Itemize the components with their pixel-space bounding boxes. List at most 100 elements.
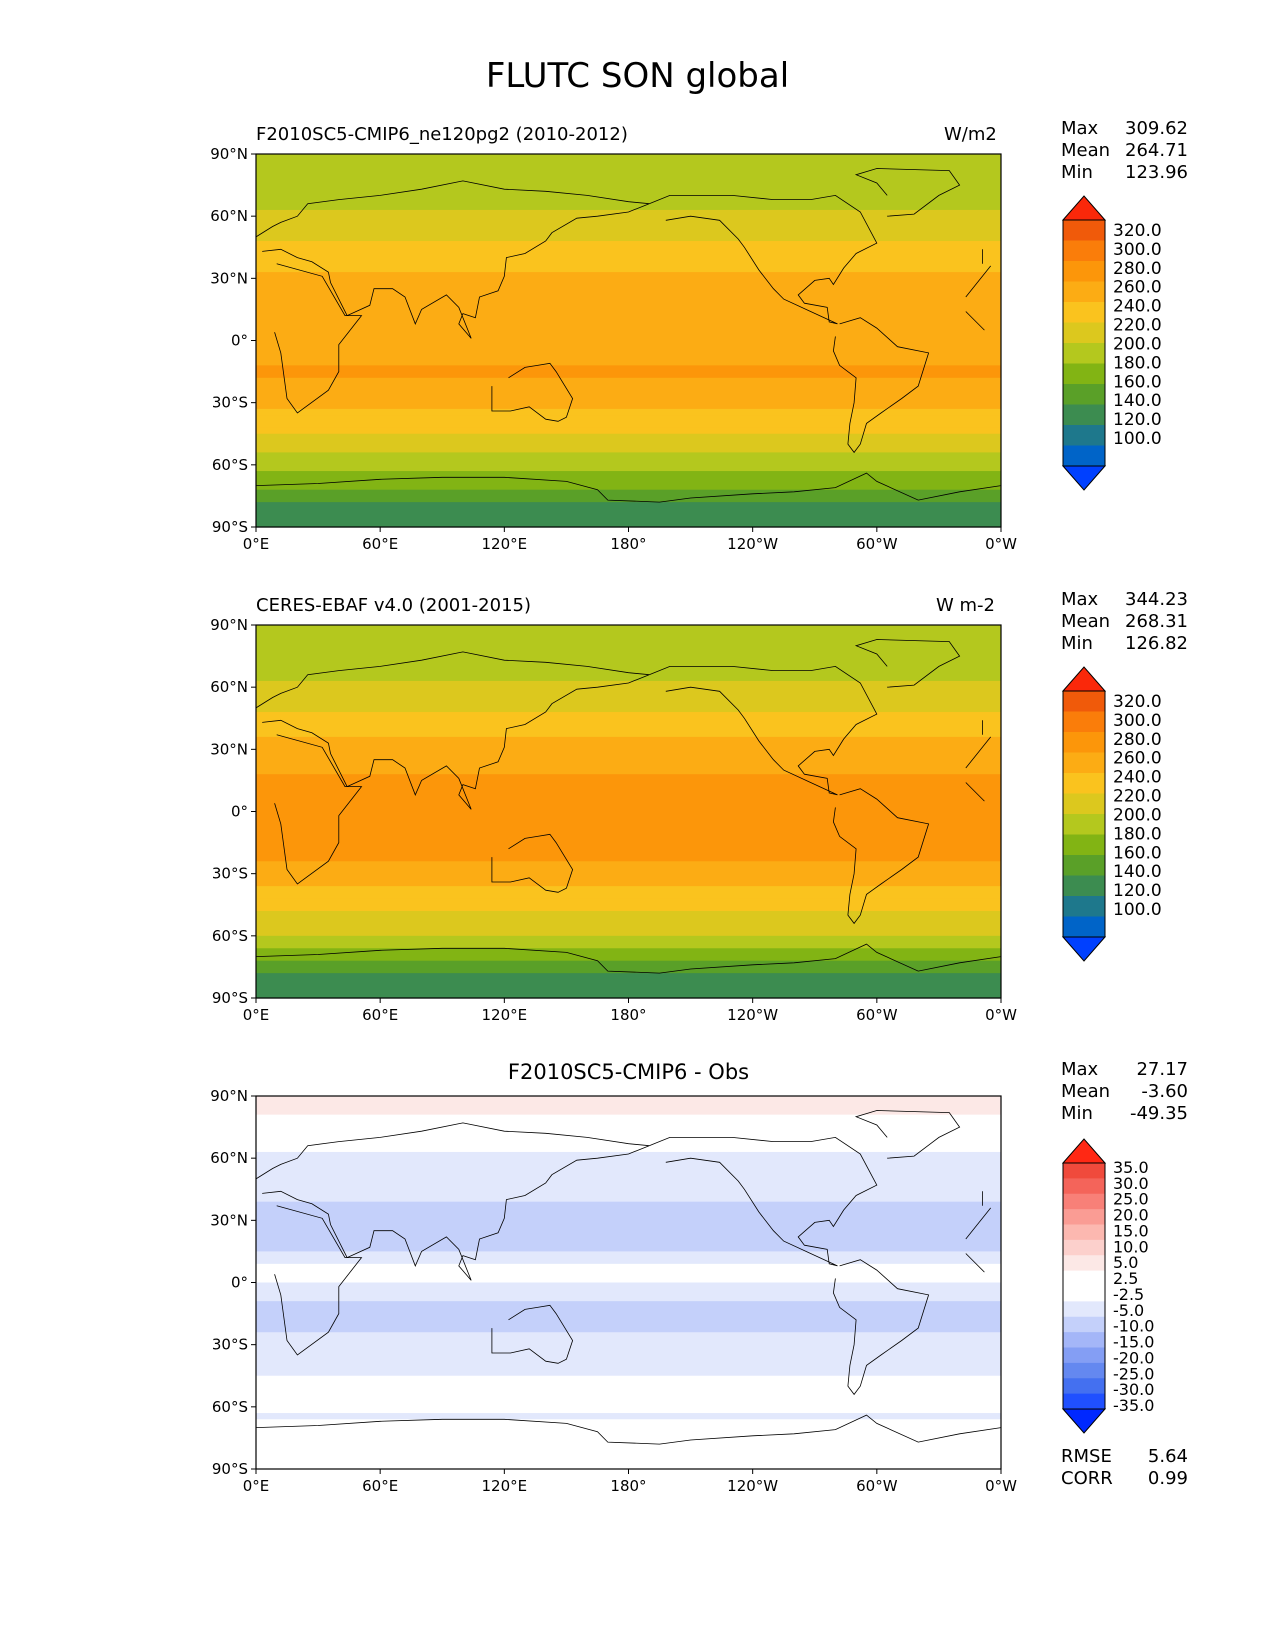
lat-band bbox=[256, 867, 1001, 875]
lat-band bbox=[256, 625, 1001, 632]
lat-band bbox=[256, 166, 1001, 174]
lat-tick-label: 30°S bbox=[212, 394, 248, 412]
colorbar-segment bbox=[1063, 814, 1105, 835]
lat-band bbox=[256, 1151, 1001, 1159]
lat-band bbox=[256, 216, 1001, 223]
lat-band bbox=[256, 743, 1001, 750]
coastline-greenland bbox=[854, 168, 961, 217]
lon-tick-label: 60°W bbox=[856, 1006, 898, 1024]
lat-band bbox=[256, 1363, 1001, 1371]
colorbar-label: 220.0 bbox=[1113, 316, 1162, 336]
lat-band bbox=[256, 1251, 1001, 1259]
colorbar-segment bbox=[1063, 773, 1105, 794]
lat-band bbox=[256, 898, 1001, 906]
colorbar-segment bbox=[1063, 363, 1105, 385]
lat-band bbox=[256, 384, 1001, 391]
colorbar-label: 140.0 bbox=[1113, 862, 1162, 882]
colorbar-segment bbox=[1063, 1270, 1105, 1287]
lat-band bbox=[256, 1164, 1001, 1172]
colorbar-label: 35.0 bbox=[1113, 1158, 1149, 1177]
lat-band bbox=[256, 284, 1001, 292]
colorbar-segment bbox=[1063, 384, 1105, 405]
lon-tick-label: 120°W bbox=[727, 1006, 778, 1024]
lat-tick-label: 30°N bbox=[210, 740, 248, 758]
lon-tick-label: 120°E bbox=[482, 1477, 528, 1495]
coastline-antarctica_coast bbox=[255, 472, 1002, 503]
colorbar-label: 20.0 bbox=[1113, 1206, 1149, 1225]
colorbar-label: -5.0 bbox=[1113, 1301, 1144, 1320]
lat-band bbox=[256, 649, 1001, 657]
colorbar-segment bbox=[1063, 343, 1105, 364]
lat-band bbox=[256, 1326, 1001, 1333]
colorbar-label: 200.0 bbox=[1113, 805, 1162, 825]
lat-band bbox=[256, 197, 1001, 205]
colorbar-label: 180.0 bbox=[1113, 353, 1162, 373]
coastline-s_america bbox=[832, 1259, 930, 1396]
lat-band bbox=[256, 923, 1001, 931]
lat-band bbox=[256, 433, 1001, 441]
lat-band bbox=[256, 1406, 1001, 1414]
colorbar-segment bbox=[1063, 855, 1105, 876]
lat-band bbox=[256, 935, 1001, 943]
coastline-n_america bbox=[649, 194, 878, 325]
lat-band bbox=[256, 452, 1001, 460]
coastline-eurasia bbox=[255, 180, 650, 339]
lat-band bbox=[256, 278, 1001, 286]
lat-band bbox=[256, 1294, 1001, 1302]
colorbar-label: 260.0 bbox=[1113, 278, 1162, 298]
lat-band bbox=[256, 228, 1001, 236]
panel-left-title: F2010SC5-CMIP6_ne120pg2 (2010-2012) bbox=[256, 124, 628, 145]
colorbar-segment bbox=[1063, 1362, 1105, 1379]
lat-band bbox=[256, 253, 1001, 261]
lat-band bbox=[256, 309, 1001, 317]
colorbar-segment bbox=[1063, 240, 1105, 262]
colorbar-label: 200.0 bbox=[1113, 334, 1162, 354]
lat-band bbox=[256, 321, 1001, 329]
lat-band bbox=[256, 1120, 1001, 1128]
coastline-greenland bbox=[854, 1110, 961, 1159]
lat-band bbox=[256, 241, 1001, 248]
coastline-australia bbox=[491, 833, 574, 893]
lat-band bbox=[256, 458, 1001, 466]
lat-band bbox=[256, 767, 1001, 775]
lat-band bbox=[256, 699, 1001, 707]
lat-band bbox=[256, 879, 1001, 887]
lat-tick-label: 60°N bbox=[210, 207, 248, 225]
lon-tick-label: 0°W bbox=[985, 1477, 1017, 1495]
lat-band bbox=[256, 1220, 1001, 1228]
lat-band bbox=[256, 377, 1001, 385]
lat-band bbox=[256, 1207, 1001, 1215]
colorbar-label: 260.0 bbox=[1113, 749, 1162, 769]
colorbar-label: -30.0 bbox=[1113, 1380, 1154, 1399]
coastline-eurasia bbox=[255, 651, 650, 810]
lat-band bbox=[256, 904, 1001, 912]
colorbar-segment bbox=[1063, 1163, 1105, 1179]
lat-band bbox=[256, 495, 1001, 503]
lat-band bbox=[256, 408, 1001, 416]
lat-tick-label: 90°S bbox=[212, 1460, 248, 1478]
lat-band bbox=[256, 1400, 1001, 1408]
colorbar: 35.030.025.020.015.010.05.02.5-2.5-5.0-1… bbox=[1061, 1138, 1154, 1434]
coastline-s_america bbox=[832, 788, 930, 925]
panel-center-title: F2010SC5-CMIP6 - Obs bbox=[507, 1060, 750, 1084]
lat-band bbox=[256, 736, 1001, 744]
panel-left-title: CERES-EBAF v4.0 (2001-2015) bbox=[256, 595, 532, 616]
lat-band bbox=[256, 1381, 1001, 1389]
colorbar-label: 280.0 bbox=[1113, 730, 1162, 750]
colorbar-label: -25.0 bbox=[1113, 1364, 1154, 1383]
lat-tick-label: 90°N bbox=[210, 1087, 248, 1105]
coastline-s_america bbox=[832, 317, 930, 454]
colorbar-label: 300.0 bbox=[1113, 711, 1162, 731]
lat-band bbox=[256, 1369, 1001, 1377]
lat-tick-label: 0° bbox=[231, 803, 248, 821]
lat-band bbox=[256, 1102, 1001, 1110]
colorbar-segment bbox=[1063, 1255, 1105, 1272]
lat-tick-label: 60°S bbox=[212, 1398, 248, 1416]
coastlines bbox=[255, 168, 1002, 503]
lat-band bbox=[256, 359, 1001, 366]
lat-band bbox=[256, 1307, 1001, 1315]
lat-band bbox=[256, 396, 1001, 404]
coastline-australia bbox=[491, 362, 574, 422]
colorbar-label: 140.0 bbox=[1113, 391, 1162, 411]
